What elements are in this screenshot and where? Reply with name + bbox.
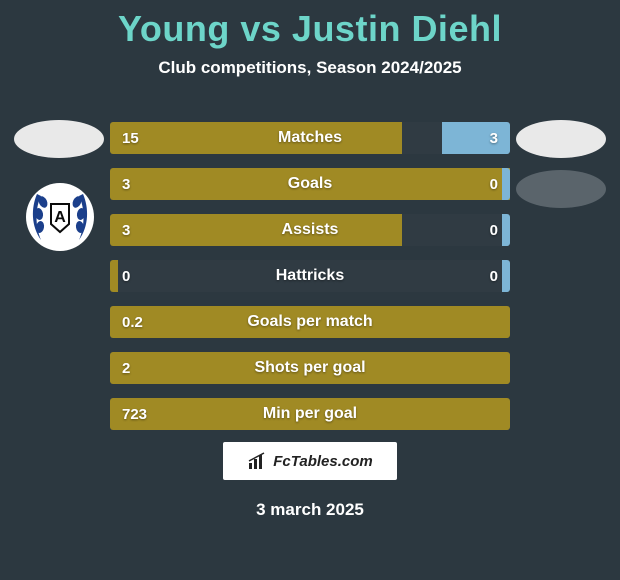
stat-label: Assists bbox=[110, 214, 510, 246]
stat-row: 153Matches bbox=[110, 122, 510, 154]
svg-text:A: A bbox=[54, 209, 66, 226]
vs-separator: vs bbox=[240, 8, 281, 49]
stat-row: 723Min per goal bbox=[110, 398, 510, 430]
generated-date: 3 march 2025 bbox=[0, 500, 620, 520]
player2-name: Justin Diehl bbox=[292, 8, 502, 49]
stat-label: Matches bbox=[110, 122, 510, 154]
stat-row: 00Hattricks bbox=[110, 260, 510, 292]
comparison-title: Young vs Justin Diehl bbox=[0, 0, 620, 50]
stat-row: 2Shots per goal bbox=[110, 352, 510, 384]
stat-label: Goals bbox=[110, 168, 510, 200]
player2-avatar bbox=[516, 120, 606, 158]
stat-row: 30Goals bbox=[110, 168, 510, 200]
branding-text: FcTables.com bbox=[273, 453, 372, 470]
player1-name: Young bbox=[118, 8, 230, 49]
stat-label: Min per goal bbox=[110, 398, 510, 430]
stat-label: Shots per goal bbox=[110, 352, 510, 384]
subtitle: Club competitions, Season 2024/2025 bbox=[0, 58, 620, 78]
stat-label: Goals per match bbox=[110, 306, 510, 338]
stat-label: Hattricks bbox=[110, 260, 510, 292]
player2-club-badge bbox=[516, 170, 606, 208]
stat-row: 0.2Goals per match bbox=[110, 306, 510, 338]
player1-club-badge: A bbox=[25, 182, 95, 252]
player1-avatar bbox=[14, 120, 104, 158]
chart-icon bbox=[247, 451, 269, 471]
stat-row: 30Assists bbox=[110, 214, 510, 246]
branding-badge: FcTables.com bbox=[223, 442, 397, 480]
stats-bars: 153Matches 30Goals 30Assists 00Hattricks 0.2… bbox=[110, 122, 510, 444]
